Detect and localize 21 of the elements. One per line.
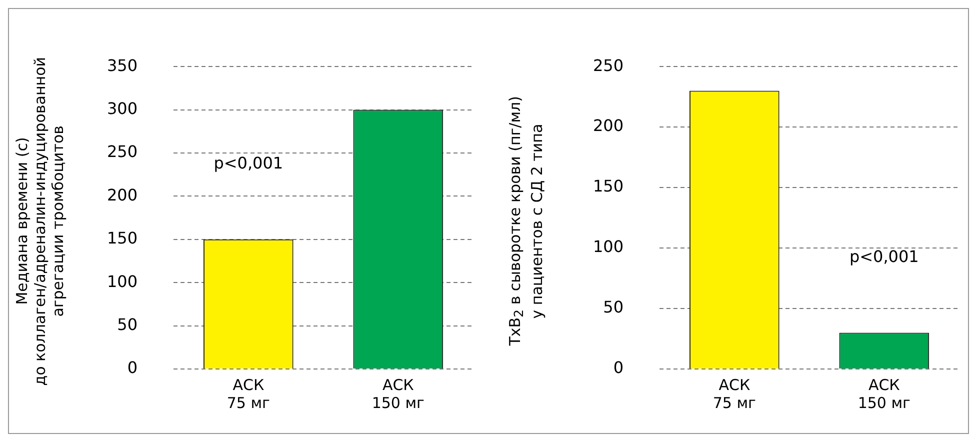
x-tick-label: АСК 75 мг xyxy=(226,376,270,412)
y-tick-label: 250 xyxy=(106,142,138,162)
y-tick-label: 50 xyxy=(117,314,138,334)
y-tick-label: 250 xyxy=(592,56,624,75)
x-tick-label: АСК 150 мг xyxy=(858,376,911,412)
y-tick-label: 0 xyxy=(613,358,624,378)
y-tick-label: 300 xyxy=(106,98,138,118)
x-tick-label: АСК 75 мг xyxy=(712,376,756,412)
y-tick-label: 150 xyxy=(106,228,138,248)
annotation: p<0,001 xyxy=(214,154,284,173)
y-axis-title: Медиана времени (с) до коллаген/адреналин-индуцированной агрегации тромбоцитов xyxy=(13,56,67,386)
y-tick-label: 350 xyxy=(106,56,138,75)
annotation: p<0,001 xyxy=(849,246,919,266)
y-tick-label: 50 xyxy=(603,298,624,317)
y-tick-label: 150 xyxy=(592,176,624,196)
y-tick-label: 0 xyxy=(127,358,138,378)
x-tick-label: АСК 150 мг xyxy=(372,376,425,412)
y-tick-label: 100 xyxy=(592,237,624,256)
y-tick-label: 100 xyxy=(106,272,138,291)
y-tick-label: 200 xyxy=(106,185,138,204)
y-tick-label: 200 xyxy=(592,116,624,136)
